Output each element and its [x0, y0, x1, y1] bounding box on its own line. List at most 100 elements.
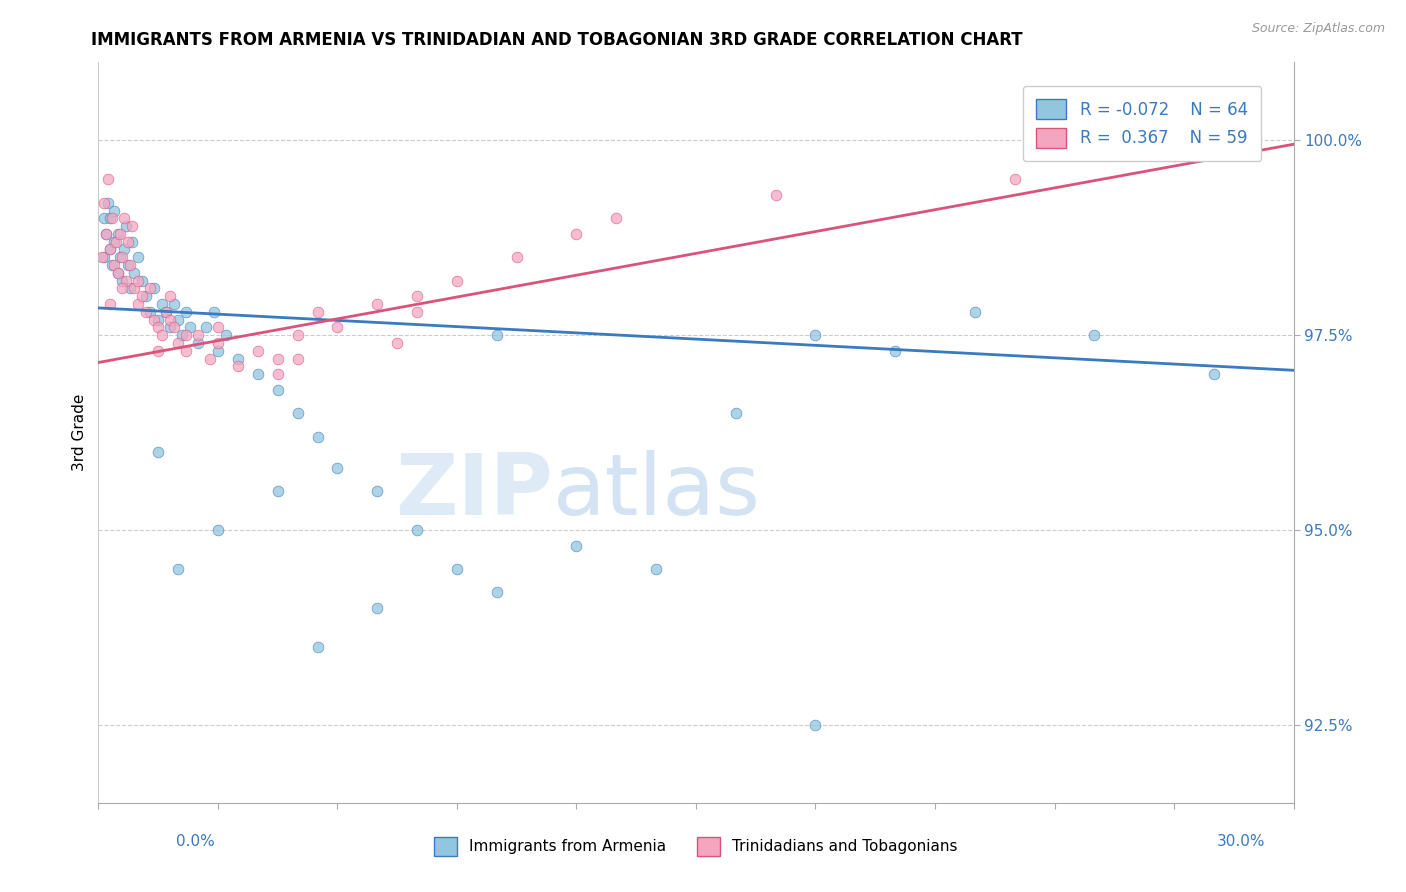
Point [174, 343, 197, 358]
Legend: Immigrants from Armenia, Trinidadians and Tobagonians: Immigrants from Armenia, Trinidadians an… [429, 831, 963, 862]
Point [103, 235, 125, 249]
Point [111, 250, 134, 264]
Point [150, 297, 173, 311]
Point [246, 367, 269, 381]
Point [93, 195, 115, 210]
Point [366, 297, 388, 311]
Point [963, 305, 986, 319]
Point [1083, 328, 1105, 343]
Point [287, 328, 309, 343]
Point [307, 640, 329, 654]
Text: ZIP: ZIP [395, 450, 553, 533]
Point [96, 227, 118, 241]
Point [155, 305, 177, 319]
Point [91, 250, 114, 264]
Point [804, 328, 827, 343]
Point [163, 297, 186, 311]
Text: atlas: atlas [553, 450, 761, 533]
Point [267, 383, 290, 397]
Point [121, 219, 143, 233]
Point [485, 585, 508, 599]
Text: IMMIGRANTS FROM ARMENIA VS TRINIDADIAN AND TOBAGONIAN 3RD GRADE CORRELATION CHAR: IMMIGRANTS FROM ARMENIA VS TRINIDADIAN A… [91, 31, 1024, 49]
Point [135, 305, 157, 319]
Point [121, 235, 143, 249]
Point [107, 266, 129, 280]
Point [226, 359, 249, 374]
Point [98, 211, 122, 226]
Point [287, 406, 309, 420]
Point [107, 266, 129, 280]
Point [124, 281, 146, 295]
Point [131, 289, 153, 303]
Point [159, 320, 181, 334]
Point [97, 172, 120, 186]
Point [103, 258, 125, 272]
Point [93, 250, 115, 264]
Point [565, 539, 588, 553]
Point [267, 484, 290, 499]
Point [110, 250, 132, 264]
Point [187, 328, 209, 343]
Point [96, 227, 118, 241]
Point [287, 351, 309, 366]
Point [207, 336, 229, 351]
Point [207, 523, 229, 537]
Point [159, 312, 181, 326]
Point [446, 562, 468, 576]
Point [115, 274, 138, 288]
Point [167, 562, 190, 576]
Point [148, 320, 170, 334]
Point [117, 258, 139, 272]
Point [120, 281, 142, 295]
Point [131, 274, 153, 288]
Point [105, 235, 128, 249]
Point [120, 258, 142, 272]
Point [267, 351, 290, 366]
Point [98, 243, 122, 257]
Point [167, 312, 190, 326]
Text: Source: ZipAtlas.com: Source: ZipAtlas.com [1251, 22, 1385, 36]
Point [111, 281, 134, 295]
Point [724, 406, 747, 420]
Point [765, 188, 787, 202]
Point [159, 289, 181, 303]
Point [485, 328, 508, 343]
Point [135, 289, 157, 303]
Point [884, 343, 907, 358]
Point [187, 336, 209, 351]
Point [406, 289, 429, 303]
Point [366, 601, 388, 615]
Point [98, 297, 122, 311]
Point [103, 203, 125, 218]
Point [127, 297, 149, 311]
Point [326, 460, 349, 475]
Point [202, 305, 225, 319]
Point [215, 328, 238, 343]
Point [1243, 133, 1265, 147]
Point [150, 328, 173, 343]
Point [172, 328, 194, 343]
Point [127, 274, 149, 288]
Point [267, 367, 290, 381]
Point [195, 320, 218, 334]
Point [385, 336, 409, 351]
Y-axis label: 3rd Grade: 3rd Grade [72, 394, 87, 471]
Point [207, 343, 229, 358]
Point [148, 445, 170, 459]
Point [1004, 172, 1026, 186]
Point [207, 320, 229, 334]
Point [127, 250, 149, 264]
Point [804, 718, 827, 732]
Point [143, 312, 166, 326]
Point [139, 281, 162, 295]
Point [112, 243, 135, 257]
Point [98, 243, 122, 257]
Point [198, 351, 221, 366]
Point [179, 320, 201, 334]
Point [446, 274, 468, 288]
Point [366, 484, 388, 499]
Point [326, 320, 349, 334]
Point [506, 250, 529, 264]
Point [307, 305, 329, 319]
Point [406, 305, 429, 319]
